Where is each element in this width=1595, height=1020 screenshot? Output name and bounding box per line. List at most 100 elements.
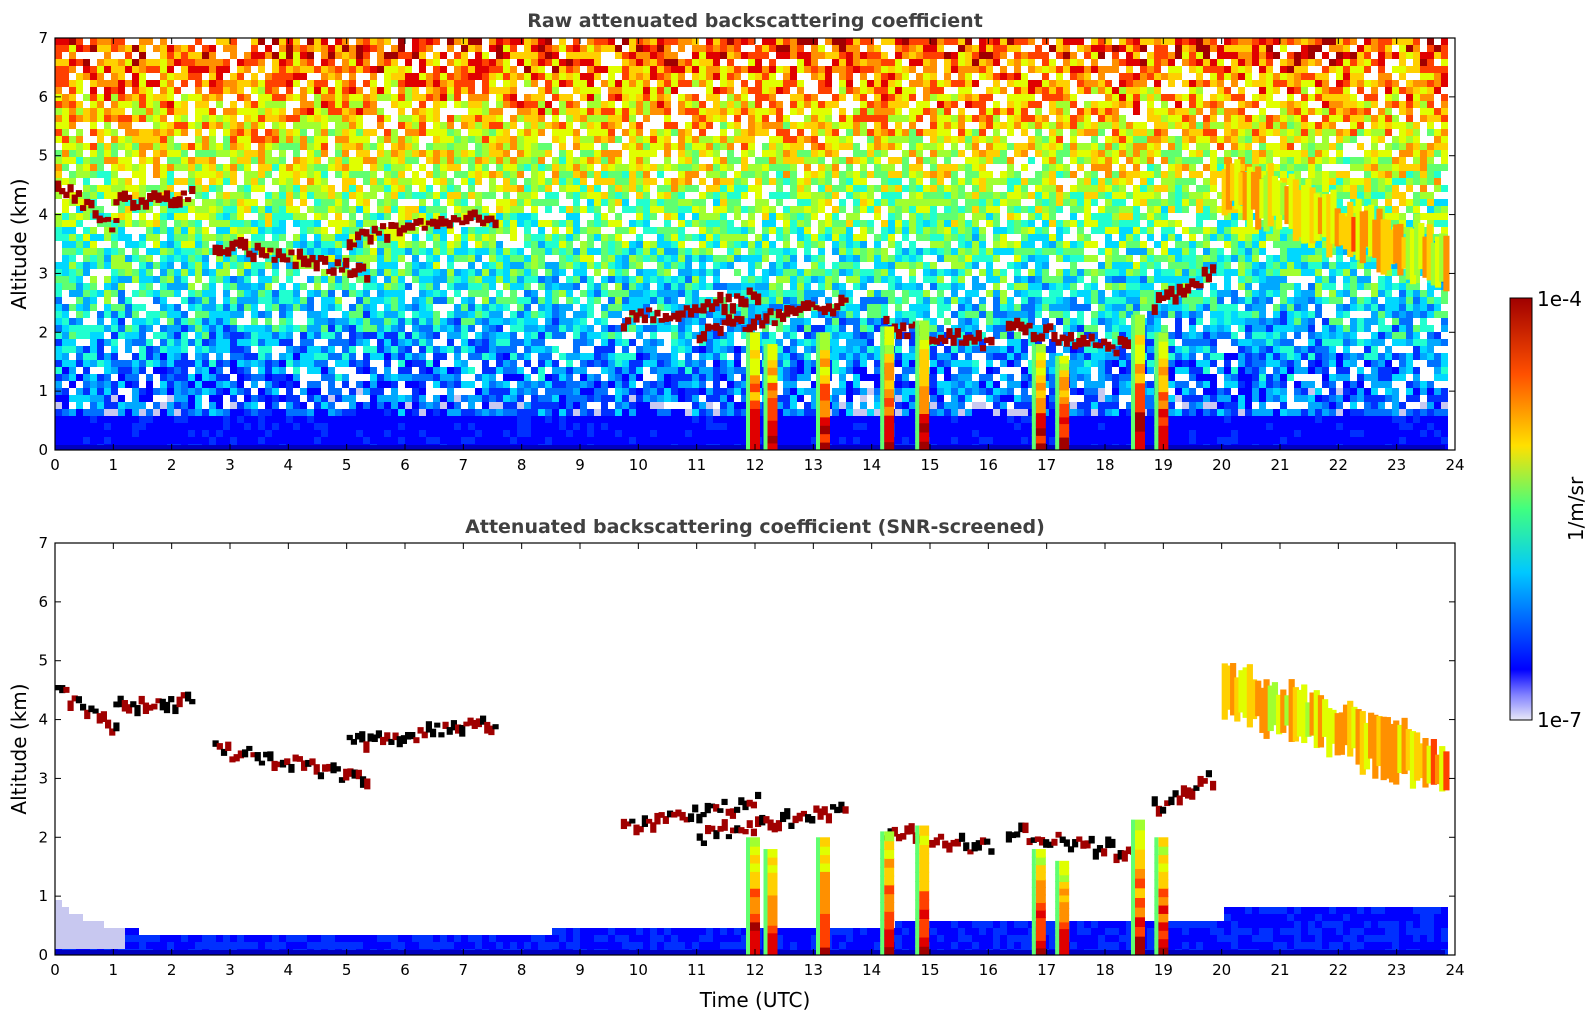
field-cell bbox=[97, 136, 104, 143]
field-cell bbox=[510, 52, 517, 59]
field-cell bbox=[230, 304, 237, 311]
field-cell bbox=[622, 108, 629, 115]
field-cell bbox=[440, 227, 447, 234]
field-cell bbox=[587, 66, 594, 73]
field-cell bbox=[524, 402, 531, 409]
field-cell bbox=[720, 402, 727, 409]
field-cell bbox=[524, 108, 531, 115]
field-cell bbox=[643, 297, 650, 304]
field-cell bbox=[125, 269, 132, 276]
field-cell bbox=[636, 213, 643, 220]
field-cell bbox=[181, 395, 188, 402]
field-cell bbox=[167, 143, 174, 150]
field-cell bbox=[223, 150, 230, 157]
field-cell bbox=[384, 129, 391, 136]
field-cell bbox=[692, 430, 699, 437]
field-cell bbox=[678, 73, 685, 80]
field-cell bbox=[111, 283, 118, 290]
field-cell bbox=[377, 381, 384, 388]
field-cell bbox=[748, 171, 755, 178]
field-cell bbox=[104, 283, 111, 290]
field-cell bbox=[202, 437, 209, 444]
field-cell bbox=[615, 255, 622, 262]
field-cell bbox=[552, 409, 559, 416]
field-cell bbox=[601, 381, 608, 388]
field-cell bbox=[643, 199, 650, 206]
field-cell bbox=[55, 381, 62, 388]
field-cell bbox=[671, 185, 678, 192]
field-cell bbox=[594, 192, 601, 199]
field-cell bbox=[503, 52, 510, 59]
field-cell bbox=[461, 276, 468, 283]
field-cell bbox=[314, 115, 321, 122]
field-cell bbox=[90, 164, 97, 171]
field-cell bbox=[629, 283, 636, 290]
field-cell bbox=[356, 437, 363, 444]
field-cell bbox=[720, 227, 727, 234]
field-cell bbox=[300, 416, 307, 423]
field-cell bbox=[468, 297, 475, 304]
field-cell bbox=[188, 220, 195, 227]
field-cell bbox=[573, 52, 580, 59]
field-cell bbox=[244, 150, 251, 157]
field-cell bbox=[230, 423, 237, 430]
field-cell bbox=[384, 262, 391, 269]
field-cell bbox=[69, 136, 76, 143]
field-cell bbox=[139, 80, 146, 87]
field-cell bbox=[440, 346, 447, 353]
field-cell bbox=[125, 66, 132, 73]
field-cell bbox=[475, 150, 482, 157]
field-cell bbox=[594, 171, 601, 178]
field-cell bbox=[335, 227, 342, 234]
field-cell bbox=[314, 437, 321, 444]
field-cell bbox=[433, 367, 440, 374]
field-cell bbox=[706, 269, 713, 276]
field-cell bbox=[265, 143, 272, 150]
field-cell bbox=[433, 395, 440, 402]
field-cell bbox=[482, 115, 489, 122]
field-cell bbox=[601, 192, 608, 199]
field-cell bbox=[244, 353, 251, 360]
field-cell bbox=[97, 45, 104, 52]
field-cell bbox=[188, 269, 195, 276]
field-cell bbox=[643, 437, 650, 444]
field-cell bbox=[748, 66, 755, 73]
field-cell bbox=[181, 234, 188, 241]
field-cell bbox=[692, 276, 699, 283]
field-cell bbox=[139, 318, 146, 325]
field-cell bbox=[503, 87, 510, 94]
field-cell bbox=[657, 416, 664, 423]
field-cell bbox=[139, 402, 146, 409]
field-cell bbox=[636, 45, 643, 52]
field-cell bbox=[405, 304, 412, 311]
field-cell bbox=[405, 94, 412, 101]
field-cell bbox=[531, 262, 538, 269]
field-cell bbox=[538, 52, 545, 59]
field-cell bbox=[55, 430, 62, 437]
field-cell bbox=[132, 136, 139, 143]
field-cell bbox=[223, 171, 230, 178]
field-cell bbox=[454, 255, 461, 262]
field-cell bbox=[307, 192, 314, 199]
field-cell bbox=[118, 248, 125, 255]
field-cell bbox=[510, 430, 517, 437]
field-cell bbox=[349, 171, 356, 178]
field-cell bbox=[90, 360, 97, 367]
field-cell bbox=[188, 206, 195, 213]
field-cell bbox=[671, 80, 678, 87]
field-cell bbox=[279, 136, 286, 143]
field-cell bbox=[300, 87, 307, 94]
field-cell bbox=[524, 129, 531, 136]
field-cell bbox=[132, 241, 139, 248]
field-cell bbox=[307, 66, 314, 73]
field-cell bbox=[636, 185, 643, 192]
field-cell bbox=[272, 374, 279, 381]
field-cell bbox=[566, 283, 573, 290]
field-cell bbox=[384, 185, 391, 192]
field-cell bbox=[615, 367, 622, 374]
field-cell bbox=[636, 297, 643, 304]
field-cell bbox=[748, 122, 755, 129]
field-cell bbox=[734, 255, 741, 262]
field-cell bbox=[531, 402, 538, 409]
field-cell bbox=[328, 45, 335, 52]
